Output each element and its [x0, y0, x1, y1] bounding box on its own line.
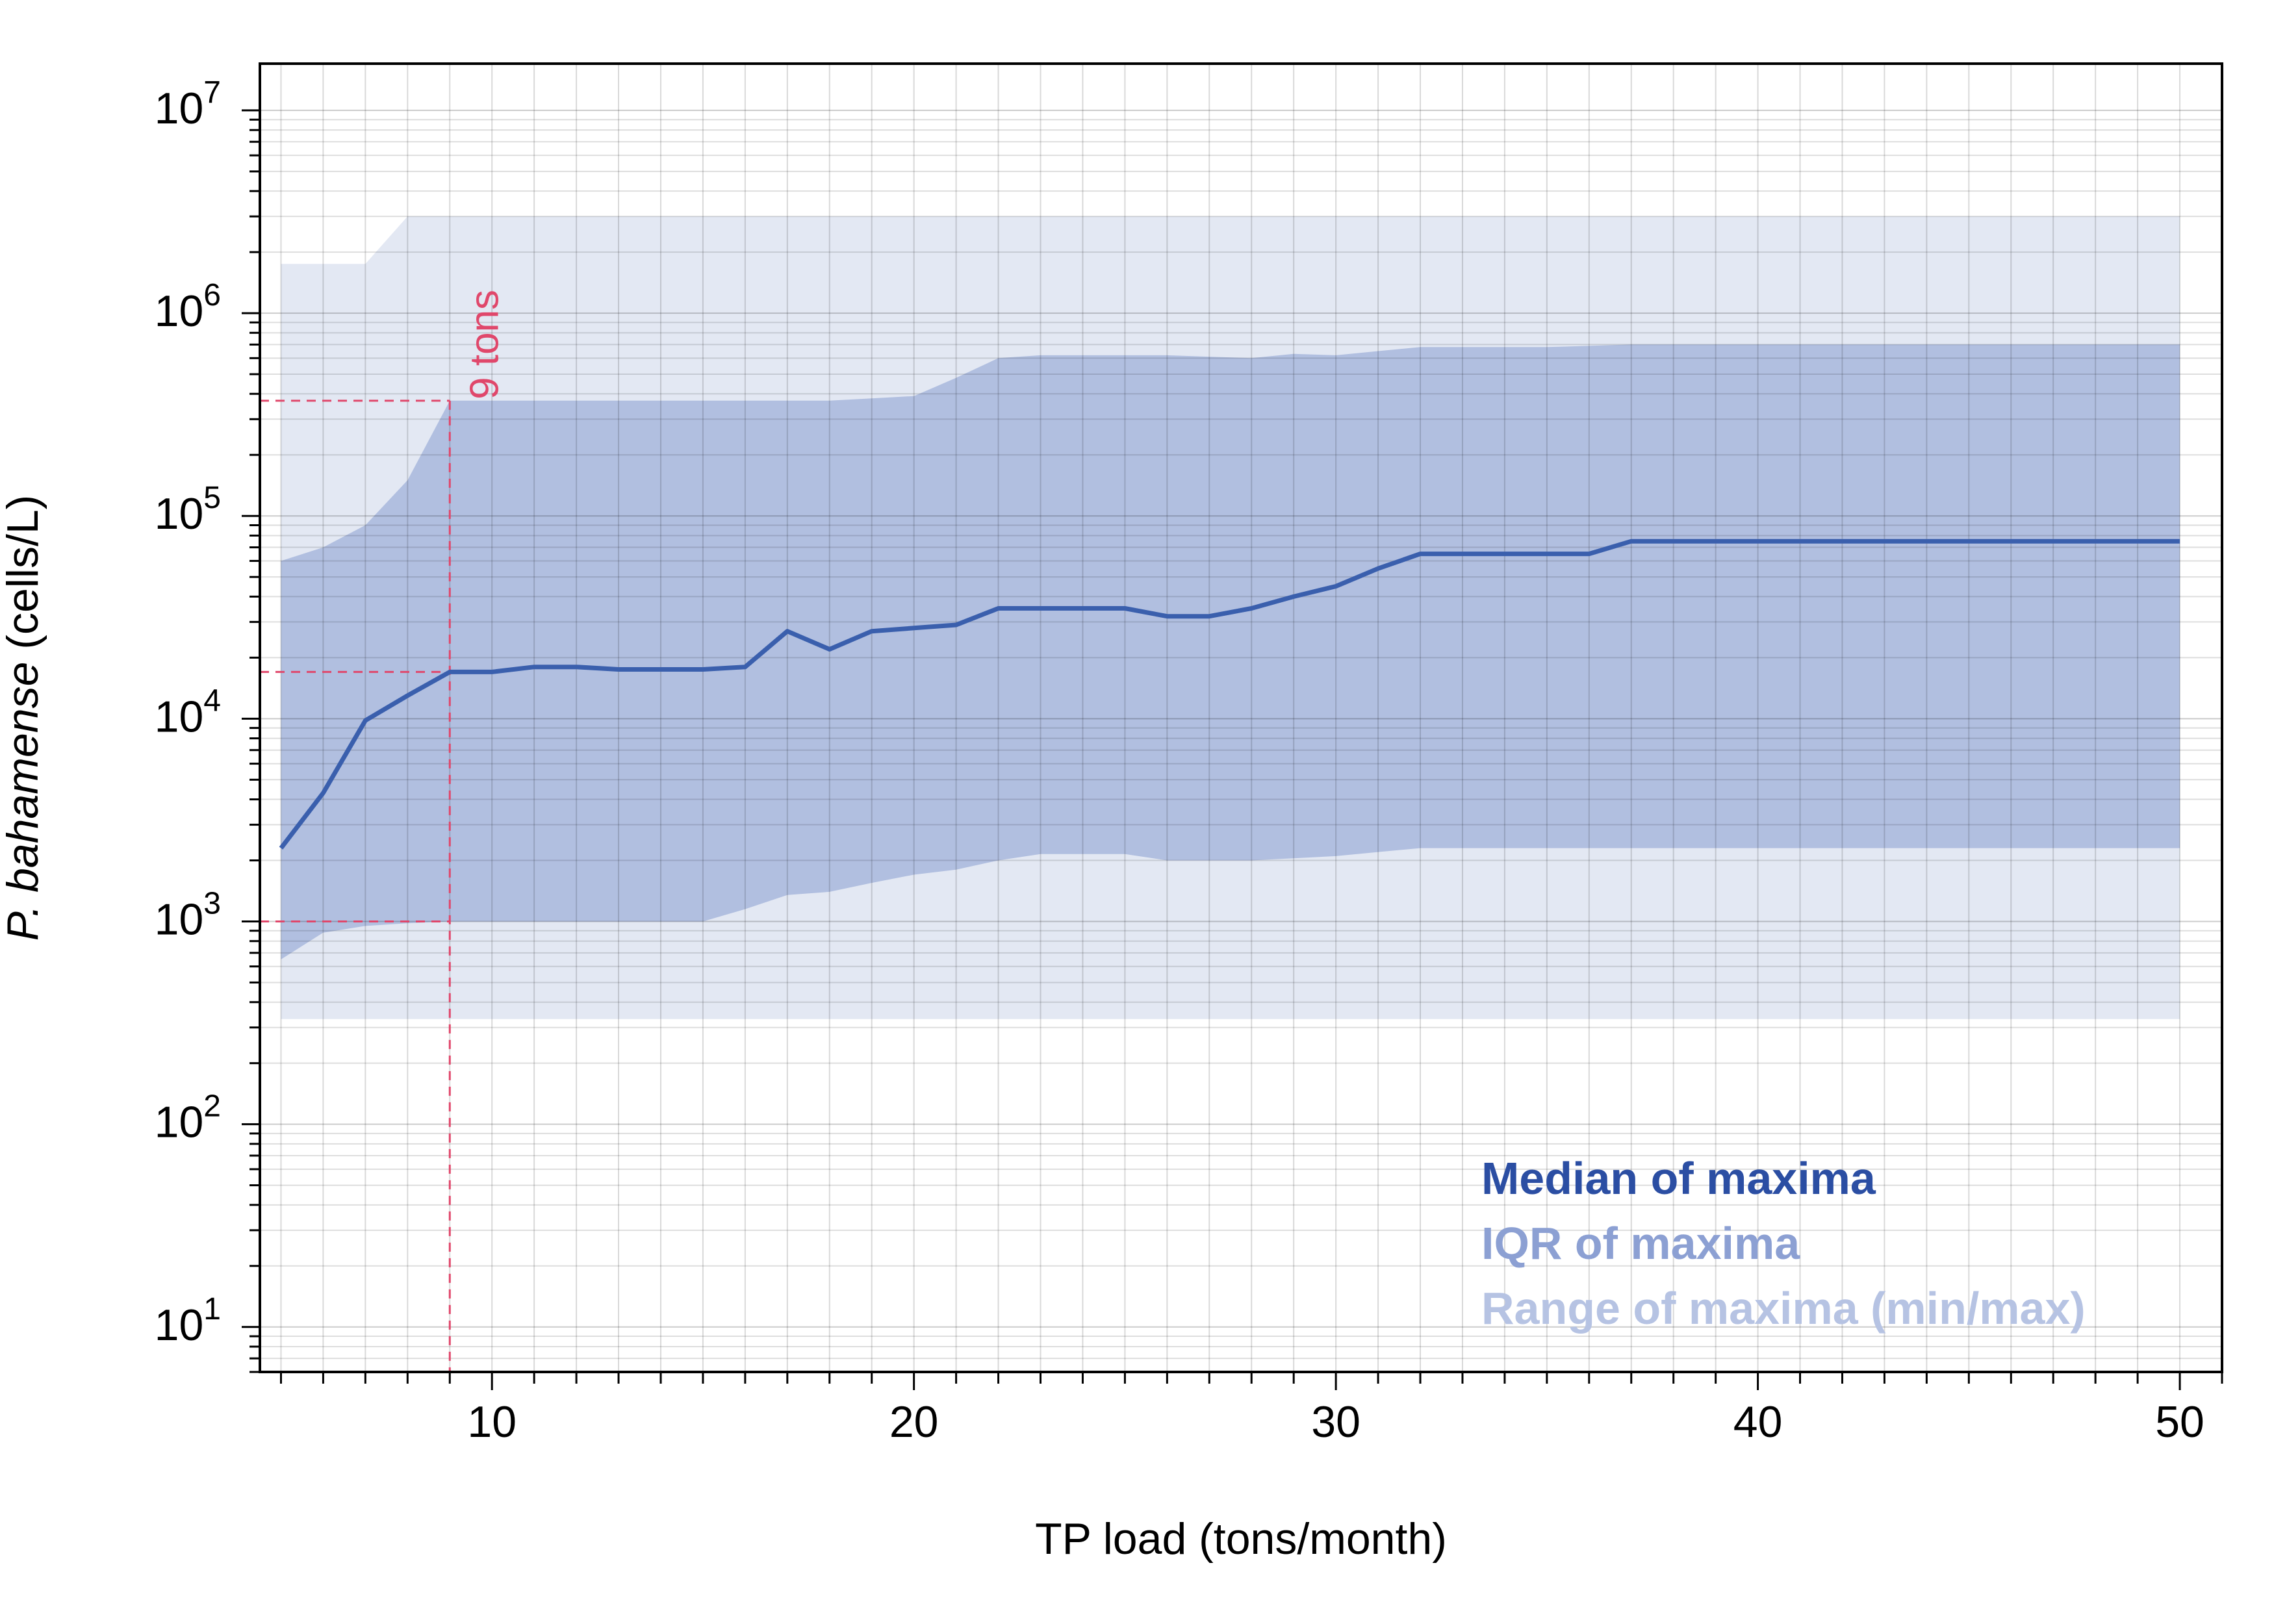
y-tick-exponent: 3: [203, 886, 221, 920]
y-tick-base: 10: [155, 84, 204, 133]
y-tick-label: 107: [155, 75, 221, 133]
y-tick-exponent: 5: [203, 481, 221, 515]
x-tick-label: 40: [1733, 1397, 1783, 1447]
y-tick-label: 103: [155, 886, 221, 944]
y-tick-label: 104: [155, 683, 221, 741]
y-tick-exponent: 4: [203, 683, 221, 718]
iqr-band: [281, 344, 2180, 959]
y-tick-exponent: 7: [203, 75, 221, 110]
annotation-9-tons: 9 tons: [462, 290, 507, 400]
x-tick-label: 10: [467, 1397, 517, 1447]
median-line: [279, 539, 2180, 850]
y-tick-base: 10: [155, 894, 204, 944]
y-tick-exponent: 1: [203, 1292, 221, 1326]
x-axis: 10 20 30 40 50: [279, 1372, 2223, 1447]
bands-layer: [281, 216, 2180, 1019]
legend-entry: IQR of maxima: [1481, 1218, 1800, 1269]
legend-entry: Range of maxima (min/max): [1481, 1283, 2086, 1334]
y-tick-label: 101: [155, 1292, 221, 1350]
x-tick-label: 50: [2155, 1397, 2204, 1447]
y-tick-label: 106: [155, 278, 221, 336]
y-axis-title-unit: (cells/L): [0, 495, 47, 662]
y-tick-exponent: 2: [203, 1089, 221, 1124]
x-tick-label: 20: [889, 1397, 939, 1447]
y-tick-base: 10: [155, 692, 204, 741]
grid-layer: [260, 64, 2222, 1372]
reference-lines: [260, 400, 451, 1372]
y-tick-label: 102: [155, 1089, 221, 1147]
y-tick-base: 10: [155, 1098, 204, 1147]
y-tick-base: 10: [155, 489, 204, 539]
y-tick-exponent: 6: [203, 278, 221, 312]
y-tick-label: 105: [155, 481, 221, 539]
x-axis-title: TP load (tons/month): [1035, 1514, 1447, 1564]
legend-entry: Median of maxima: [1481, 1153, 1876, 1204]
y-axis-title-species: P. bahamense: [0, 662, 47, 941]
y-tick-base: 10: [155, 286, 204, 336]
y-axis-title: P. bahamense (cells/L): [0, 495, 47, 941]
y-tick-base: 10: [155, 1300, 204, 1350]
median-layer: [279, 539, 2180, 850]
legend: Median of maxima IQR of maxima Range of ma…: [1481, 1153, 2086, 1334]
x-tick-label: 30: [1311, 1397, 1361, 1447]
